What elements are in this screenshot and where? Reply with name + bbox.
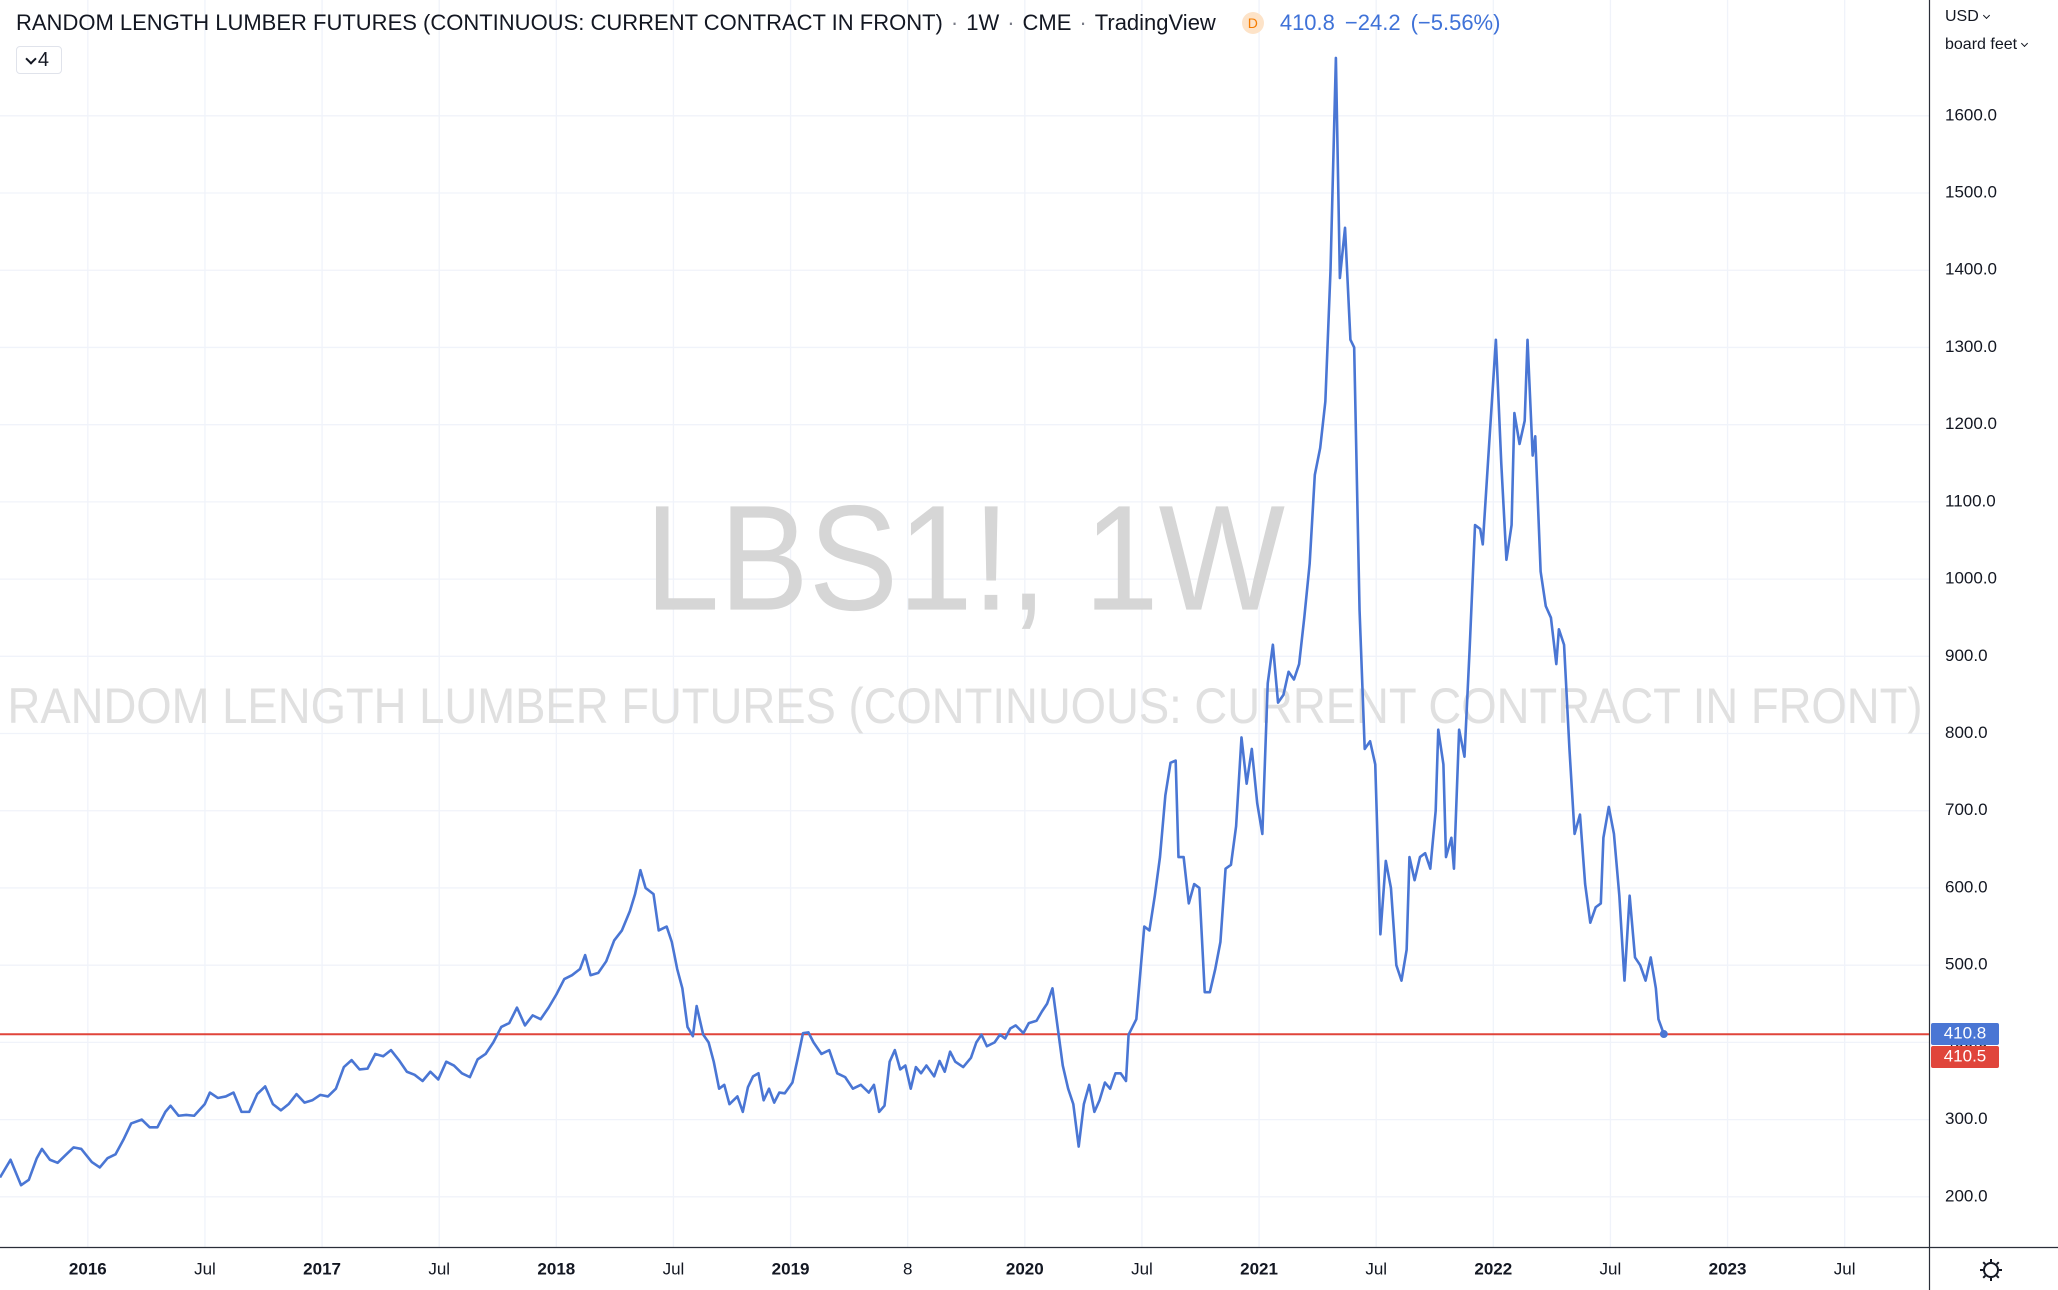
gear-ring: [1983, 1262, 1999, 1278]
indicator-count: 4: [37, 48, 49, 71]
y-tick-label: 800.0: [1945, 723, 1988, 742]
x-tick-label: Jul: [1365, 1259, 1387, 1278]
last-point: [1659, 1030, 1668, 1039]
x-tick-label: Jul: [194, 1259, 216, 1278]
watermark: LBS1!, 1W: [645, 474, 1285, 642]
x-tick-label: 2022: [1474, 1259, 1512, 1278]
last-price-box: [1931, 1023, 1999, 1046]
gear-tooth: [1995, 1261, 2000, 1266]
y-tick-label: 1200.0: [1945, 414, 1997, 433]
y-tick-label: 500.0: [1945, 955, 1988, 974]
x-tick-label: 2019: [772, 1259, 810, 1278]
y-tick-label: 1600.0: [1945, 105, 1997, 124]
x-tick-label: Jul: [428, 1259, 450, 1278]
y-tick-label: 700.0: [1945, 800, 1988, 819]
x-tick-label: Jul: [1131, 1259, 1153, 1278]
y-tick-label: 1400.0: [1945, 260, 1997, 279]
source: TradingView: [1071, 10, 1216, 36]
x-tick-label: 8: [903, 1259, 912, 1278]
x-tick-label: 2023: [1709, 1259, 1747, 1278]
exchange: CME: [999, 10, 1072, 36]
x-tick-label: Jul: [663, 1259, 685, 1278]
change: −24.2: [1344, 10, 1401, 35]
y-tick-label: 600.0: [1945, 877, 1988, 896]
change-percent: (−5.56%): [1410, 10, 1501, 35]
x-tick-label: Jul: [1834, 1259, 1856, 1278]
gear-tooth: [1982, 1274, 1987, 1279]
y-tick-label: 300.0: [1945, 1109, 1988, 1128]
settings-icon[interactable]: [1980, 1259, 2002, 1281]
last-value: 410.8: [1279, 10, 1335, 35]
header: RANDOM LENGTH LUMBER FUTURES (CONTINUOUS…: [16, 10, 1510, 36]
y-tick-label: 1000.0: [1945, 569, 1997, 588]
y-tick-label: 1300.0: [1945, 337, 1997, 356]
unit[interactable]: board feet: [1945, 36, 2027, 54]
last-price-label: 410.8: [1944, 1024, 1987, 1043]
reference-price-box: [1931, 1046, 1999, 1069]
interval: 1W: [943, 10, 999, 36]
gear-tooth: [1995, 1274, 2000, 1279]
x-tick-label: 2021: [1240, 1259, 1278, 1278]
currency[interactable]: USD: [1945, 8, 1989, 26]
y-tick-label: 1100.0: [1945, 491, 1996, 510]
price-line-series: [0, 56, 1666, 1187]
y-tick-label: 900.0: [1945, 646, 1988, 665]
x-tick-label: Jul: [1600, 1259, 1622, 1278]
indicator-toggle[interactable]: 4: [16, 46, 62, 74]
y-tick-label: 200.0: [1945, 1186, 1988, 1205]
reference-price-label: 410.5: [1944, 1047, 1987, 1066]
title: RANDOM LENGTH LUMBER FUTURES (CONTINUOUS…: [16, 10, 943, 35]
x-tick-label: 2017: [303, 1259, 341, 1278]
x-tick-label: 2018: [537, 1259, 575, 1278]
badge[interactable]: D: [1241, 12, 1264, 34]
y-tick-label: 1500.0: [1945, 183, 1997, 202]
gear-tooth: [1982, 1261, 1987, 1266]
x-tick-label: 2020: [1006, 1259, 1044, 1278]
watermark-subtitle: RANDOM LENGTH LUMBER FUTURES (CONTINUOUS…: [8, 678, 1923, 734]
x-tick-label: 2016: [69, 1259, 107, 1278]
